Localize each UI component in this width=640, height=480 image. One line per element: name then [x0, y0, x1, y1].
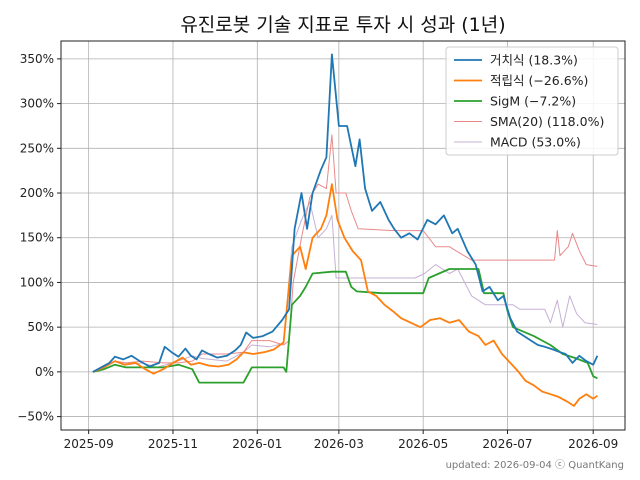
- x-tick-label: 2026-07: [482, 437, 532, 451]
- y-tick-label: 150%: [20, 231, 54, 245]
- plot-frame: [60, 40, 626, 431]
- series-lines: [92, 53, 599, 407]
- x-tick-label: 2026-09: [568, 437, 618, 451]
- y-tick-label: 100%: [20, 275, 54, 289]
- series-line-0: [92, 53, 599, 373]
- y-tick-label: 250%: [20, 141, 54, 155]
- y-tick-label: 350%: [20, 52, 54, 66]
- x-tick-label: 2025-11: [148, 437, 198, 451]
- x-tick-label: 2026-03: [314, 437, 364, 451]
- chart-title: 유진로봇 기술 지표로 투자 시 성과 (1년): [180, 14, 505, 36]
- y-tick-label: −50%: [17, 410, 54, 424]
- x-tick-label: 2025-09: [64, 437, 114, 451]
- series-line-3: [92, 134, 598, 373]
- y-tick-label: 50%: [27, 320, 54, 334]
- legend-box: [445, 46, 619, 156]
- x-tick-label: 2026-01: [232, 437, 282, 451]
- y-tick-label: 200%: [20, 186, 54, 200]
- series-line-2: [92, 268, 598, 384]
- legend-label-0: 거치식 (18.3%): [490, 53, 578, 68]
- legend-label-3: SMA(20) (118.0%): [490, 114, 604, 129]
- footer-credit: updated: 2026-09-04 ⓒ QuantKang: [446, 459, 624, 471]
- y-tick-label: 0%: [35, 365, 54, 379]
- series-line-1: [92, 183, 598, 407]
- legend-label-1: 적립식 (−26.6%): [490, 73, 588, 88]
- legend-label-2: SigM (−7.2%): [490, 94, 576, 109]
- axis-ticks: −50% 0% 50% 100% 150% 200% 250% 300% 350% 2025-09…: [17, 52, 618, 451]
- legend-label-4: MACD (53.0%): [490, 135, 581, 150]
- legend: 거치식 (18.3%) 적립식 (−26.6%) SigM (−7.2%) SMA(2…: [445, 46, 619, 156]
- x-tick-label: 2026-05: [398, 437, 448, 451]
- y-tick-label: 300%: [20, 97, 54, 111]
- series-line-4: [92, 201, 598, 373]
